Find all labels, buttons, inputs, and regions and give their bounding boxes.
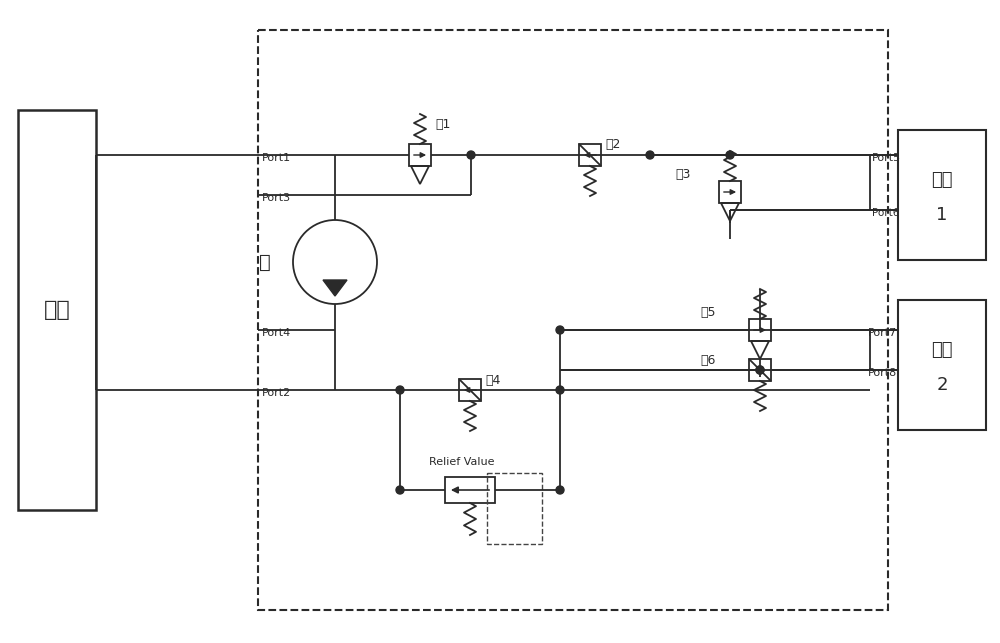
- Circle shape: [646, 151, 654, 159]
- Text: 泵: 泵: [259, 253, 271, 271]
- Circle shape: [756, 366, 764, 374]
- Text: 阀1: 阀1: [435, 118, 450, 132]
- Bar: [487, 473, 542, 544]
- Text: 1: 1: [936, 206, 948, 224]
- Bar: [898, 300, 986, 430]
- Text: 阀6: 阀6: [700, 354, 715, 367]
- Text: 阀2: 阀2: [605, 138, 620, 152]
- Bar: [579, 144, 601, 166]
- Text: Port5: Port5: [872, 153, 901, 163]
- Bar: [749, 359, 771, 381]
- Circle shape: [396, 486, 404, 494]
- Bar: [258, 30, 888, 610]
- Circle shape: [556, 486, 564, 494]
- Text: Port1: Port1: [262, 153, 291, 163]
- Bar: [409, 144, 431, 166]
- Text: Port8: Port8: [868, 368, 897, 378]
- Text: Port4: Port4: [262, 328, 291, 338]
- Bar: [898, 130, 986, 260]
- Text: 阀5: 阀5: [700, 305, 716, 318]
- Text: 阀3: 阀3: [675, 167, 690, 181]
- Bar: [749, 319, 771, 341]
- Circle shape: [556, 386, 564, 394]
- Text: Port3: Port3: [262, 193, 291, 203]
- Bar: [18, 110, 96, 510]
- Text: 2: 2: [936, 376, 948, 394]
- Circle shape: [467, 151, 475, 159]
- Bar: [719, 181, 741, 203]
- Bar: [459, 379, 481, 401]
- Text: 阀4: 阀4: [485, 374, 500, 386]
- Text: Relief Value: Relief Value: [429, 457, 495, 467]
- Text: 油囊: 油囊: [931, 171, 953, 189]
- Text: Port2: Port2: [262, 388, 291, 398]
- Circle shape: [726, 151, 734, 159]
- Text: 油箱: 油箱: [44, 300, 70, 320]
- Polygon shape: [323, 280, 347, 296]
- Text: Port6: Port6: [872, 208, 899, 218]
- Circle shape: [756, 366, 764, 374]
- Circle shape: [556, 326, 564, 334]
- Circle shape: [396, 386, 404, 394]
- Text: 油囊: 油囊: [931, 341, 953, 359]
- Bar: [445, 477, 495, 503]
- Text: Port7: Port7: [868, 328, 897, 338]
